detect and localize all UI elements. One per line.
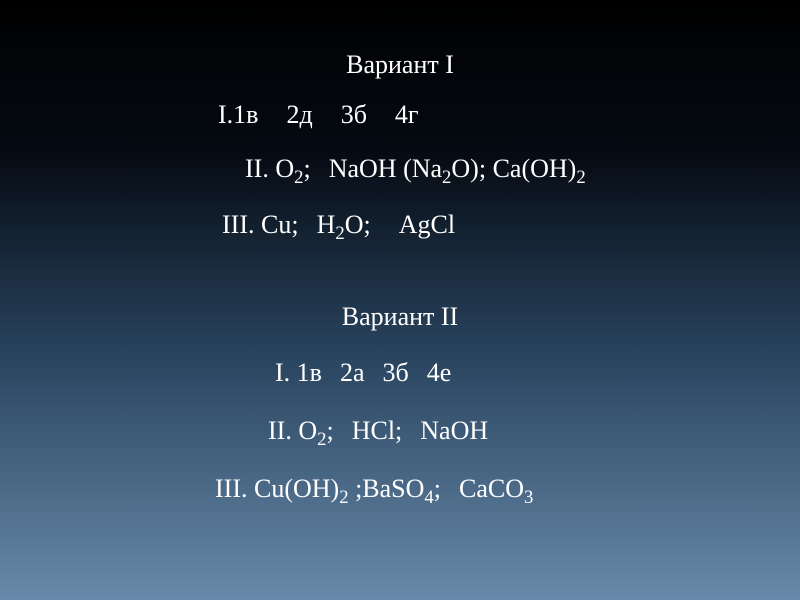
v2-l3-i0s: 2 xyxy=(339,487,348,508)
v2-l2-i1p: HCl; xyxy=(352,416,403,445)
v1-l1-i1: 2д xyxy=(286,100,312,129)
v2-l2-i0p: O xyxy=(298,416,317,445)
v1-l3-i0p: Cu; xyxy=(261,210,299,239)
v2-l1-i0: 1в xyxy=(297,358,322,387)
variant1-line2: II. O2;NaOH (Na2O); Ca(OH)2 xyxy=(245,152,586,186)
v2-l1-i3: 4е xyxy=(427,358,452,387)
v2-l3-i2p: CaCO xyxy=(459,474,524,503)
variant2-line1: I. 1в 2а 3б 4е xyxy=(275,356,451,390)
v2-l2-i2p: NaOH xyxy=(420,416,488,445)
v2-l1-i1: 2а xyxy=(340,358,365,387)
v1-l1-prefix: I. xyxy=(218,100,233,129)
v2-l1-i2: 3б xyxy=(383,358,409,387)
v1-l3-i1s: 2 xyxy=(335,223,344,244)
v2-l1-prefix: I. xyxy=(275,358,290,387)
v1-l2-i0p: O xyxy=(275,154,294,183)
v1-l3-i1q: O; xyxy=(345,210,371,239)
v2-l2-prefix: II. xyxy=(268,416,292,445)
v1-l1-i0: 1в xyxy=(233,100,258,129)
v2-l3-i0p: Cu(OH) xyxy=(254,474,339,503)
variant2-line3: III. Cu(OH)2 ;BaSO4; CaCO3 xyxy=(215,472,533,506)
v2-l2-i0q: ; xyxy=(326,416,333,445)
v1-l2-i1q: O); Ca(OH) xyxy=(451,154,576,183)
v1-l2-i0q: ; xyxy=(303,154,310,183)
v1-l1-i2: 3б xyxy=(341,100,367,129)
v2-l3-prefix: III. xyxy=(215,474,247,503)
v1-l3-prefix: III. xyxy=(222,210,254,239)
v1-l2-i2s: 2 xyxy=(576,167,585,188)
variant1-line3: III. Cu; H2O; AgCl xyxy=(222,208,455,242)
v1-l1-i3: 4г xyxy=(395,100,419,129)
v2-l3-i1q: ; xyxy=(434,474,441,503)
v2-l3-i1s: 4 xyxy=(424,487,433,508)
v1-l2-i1p: NaOH (Na xyxy=(329,154,442,183)
variant1-title: Вариант I xyxy=(0,48,800,82)
slide-content: Вариант I I.1в2д3б4г II. O2;NaOH (Na2O);… xyxy=(0,0,800,48)
v1-l3-i2p: AgCl xyxy=(399,210,455,239)
v2-l3-i2s: 3 xyxy=(524,487,533,508)
v1-l2-prefix: II. xyxy=(245,154,269,183)
v1-l3-i1p: H xyxy=(317,210,336,239)
variant1-line1: I.1в 2д 3б 4г xyxy=(218,98,419,132)
v2-l3-i0q: ;BaSO xyxy=(349,474,425,503)
variant2-title: Вариант II xyxy=(0,300,800,334)
variant2-line2: II. O2;HCl;NaOH xyxy=(268,414,488,448)
v1-l2-i1s: 2 xyxy=(442,167,451,188)
